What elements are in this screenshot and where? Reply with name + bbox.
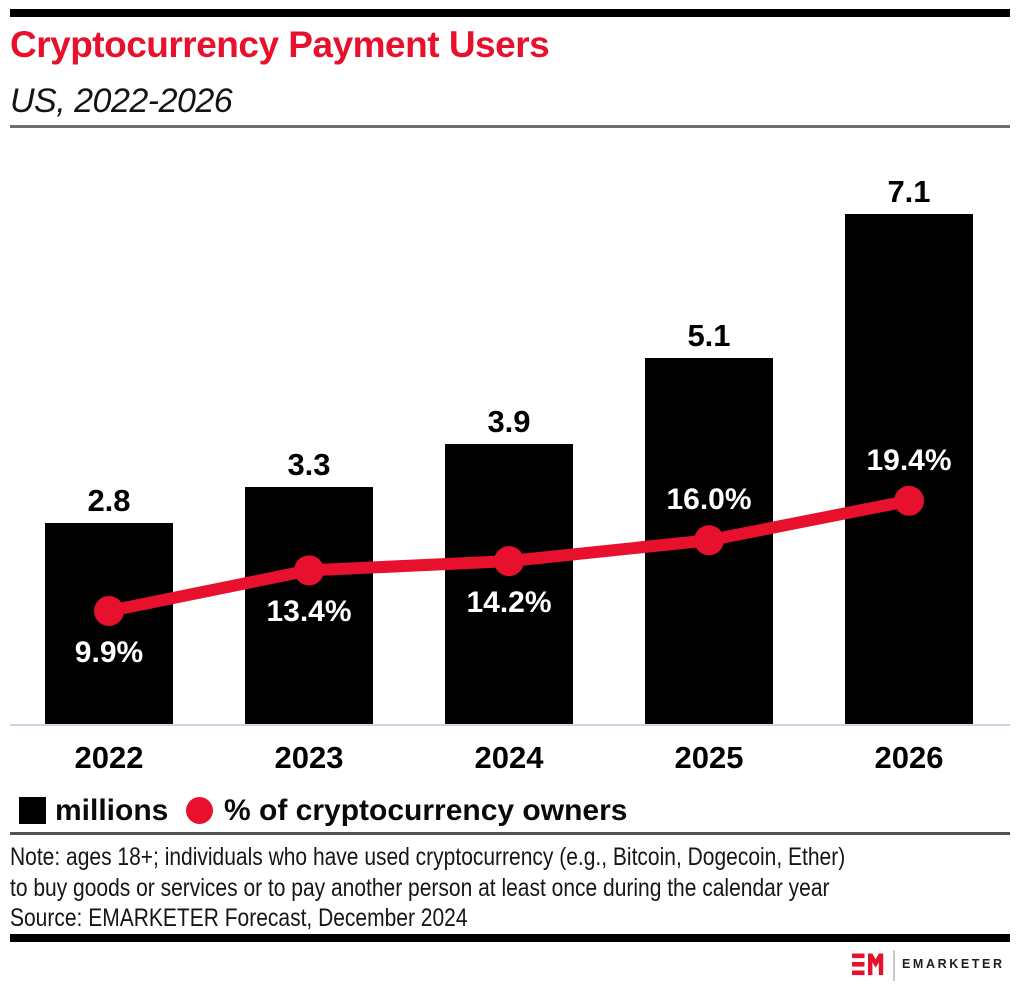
x-axis-baseline <box>10 723 1010 726</box>
bar-value-label-2025: 5.1 <box>687 317 731 353</box>
legend-circle-swatch <box>186 797 213 824</box>
chart-area: 2.8 9.9% 2022 3.3 13.4% 2023 3.9 14.2% 2024 5.1 16… <box>10 174 1010 775</box>
note-line-2: to buy goods or services or to pay anoth… <box>10 873 830 902</box>
x-axis-label-2026: 2026 <box>874 740 944 775</box>
note-divider <box>10 832 1010 835</box>
legend-label-millions: millions <box>55 794 169 827</box>
note-line-1: Note: ages 18+; individuals who have use… <box>10 843 846 871</box>
bar-value-label-2022: 2.8 <box>87 482 131 518</box>
x-axis-label-2023: 2023 <box>274 740 344 775</box>
footer-accent-bar <box>10 934 1010 942</box>
bar-value-label-2024: 3.9 <box>487 403 531 439</box>
pct-label-2025: 16.0% <box>666 483 752 517</box>
x-axis-label-2025: 2025 <box>674 740 744 775</box>
page-title: Cryptocurrency Payment Users <box>10 24 550 65</box>
brand-lockup: EMARKETER <box>840 946 1020 984</box>
pct-label-2023: 13.4% <box>266 595 352 629</box>
bar-2025 <box>645 357 773 724</box>
x-axis-label-2024: 2024 <box>474 740 544 775</box>
brand-name: EMARKETER <box>902 957 1005 971</box>
legend-square-swatch <box>19 797 46 824</box>
source-line: Source: EMARKETER Forecast, December 202… <box>10 904 468 932</box>
x-axis-label-2022: 2022 <box>74 740 144 775</box>
note-block: Note: ages 18+; individuals who have use… <box>10 842 1004 934</box>
legend-label-pct-owners: % of cryptocurrency owners <box>224 794 628 827</box>
bar-2022 <box>45 522 173 724</box>
top-accent-bar <box>10 9 1010 17</box>
bar-2024 <box>445 443 573 724</box>
page-subtitle: US, 2022-2026 <box>10 82 233 120</box>
pct-label-2022: 9.9% <box>74 636 144 669</box>
bar-2026 <box>845 214 973 724</box>
logo-divider <box>893 950 895 981</box>
pct-label-2026: 19.4% <box>866 443 952 477</box>
chart-legend: millions % of cryptocurrency owners <box>0 790 1020 832</box>
bar-value-label-2026: 7.1 <box>887 174 931 210</box>
header-divider <box>10 125 1010 128</box>
pct-label-2024: 14.2% <box>466 586 552 620</box>
bar-value-label-2023: 3.3 <box>287 447 331 483</box>
emarketer-logo-icon <box>852 953 884 976</box>
